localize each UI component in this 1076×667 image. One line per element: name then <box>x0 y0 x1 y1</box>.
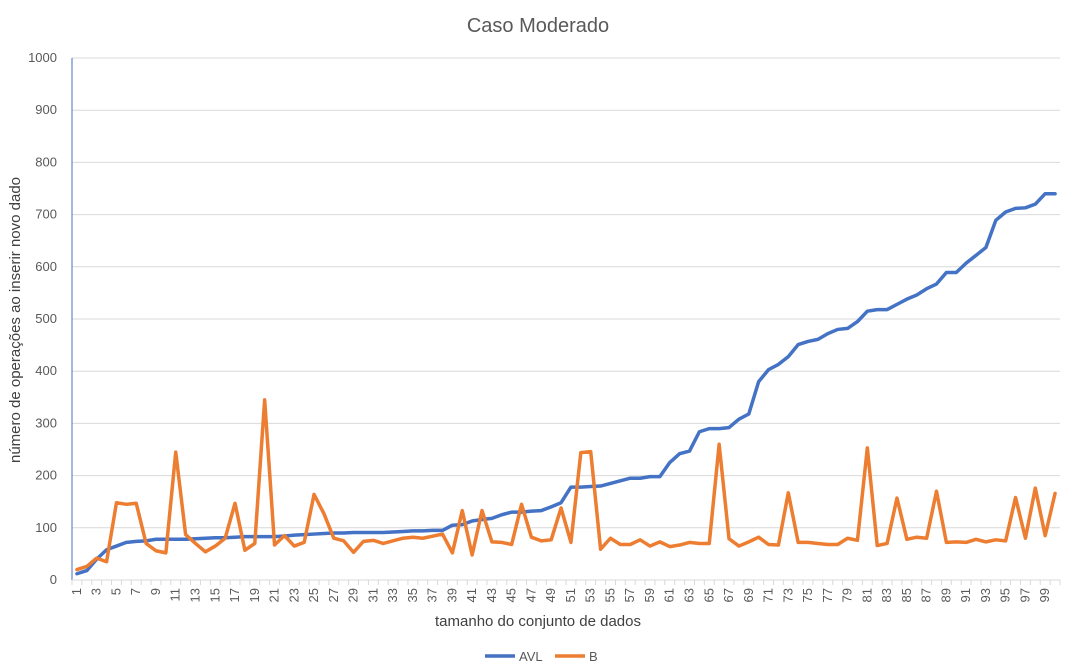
y-tick-label: 400 <box>35 363 57 378</box>
x-tick-label: 41 <box>464 588 479 602</box>
x-tick-label: 5 <box>108 588 123 595</box>
x-tick-label: 39 <box>444 588 459 602</box>
y-tick-label: 900 <box>35 102 57 117</box>
x-tick-label: 9 <box>148 588 163 595</box>
gridlines <box>72 57 1060 529</box>
x-tick-label: 45 <box>504 588 519 602</box>
x-tick-label: 43 <box>484 588 499 602</box>
y-tick-label: 100 <box>35 520 57 535</box>
x-tick-label: 65 <box>701 588 716 602</box>
x-tick-label: 81 <box>859 588 874 602</box>
y-axis-ticks: 0 100 200 300 400 500 600 700 800 900 1000 <box>28 50 57 587</box>
x-tick-label: 29 <box>346 588 361 602</box>
x-tick-label: 87 <box>919 588 934 602</box>
series-line-avl <box>75 191 1057 576</box>
x-tick-label: 23 <box>286 588 301 602</box>
legend: AVL B <box>485 649 598 664</box>
x-tick-label: 49 <box>543 588 558 602</box>
x-tick-label: 93 <box>978 588 993 602</box>
x-tick-label: 67 <box>721 588 736 602</box>
x-tick-label: 47 <box>523 588 538 602</box>
y-tick-label: 600 <box>35 259 57 274</box>
x-tick-label: 15 <box>207 588 222 602</box>
x-tick-label: 59 <box>642 588 657 602</box>
x-tick-label: 73 <box>780 588 795 602</box>
x-tick-label: 97 <box>1017 588 1032 602</box>
y-tick-label: 800 <box>35 154 57 169</box>
y-tick-label: 0 <box>50 572 57 587</box>
x-tick-label: 99 <box>1037 588 1052 602</box>
x-tick-label: 7 <box>128 588 143 595</box>
x-tick-label: 17 <box>227 588 242 602</box>
x-tick-label: 1 <box>69 588 84 595</box>
x-tick-label: 63 <box>682 588 697 602</box>
x-tick-label: 61 <box>662 588 677 602</box>
legend-label-avl: AVL <box>519 649 543 664</box>
series-lines <box>75 191 1057 576</box>
x-axis-label: tamanho do conjunto de dados <box>435 613 641 630</box>
x-tick-label: 31 <box>365 588 380 602</box>
y-tick-label: 1000 <box>28 50 57 65</box>
x-tick-label: 3 <box>89 588 104 595</box>
x-tick-label: 85 <box>899 588 914 602</box>
x-tick-label: 75 <box>800 588 815 602</box>
x-tick-label: 71 <box>761 588 776 602</box>
x-tick-label: 11 <box>168 588 183 602</box>
x-tick-label: 19 <box>247 588 262 602</box>
x-tick-label: 33 <box>385 588 400 602</box>
x-tick-label: 83 <box>879 588 894 602</box>
legend-label-b: B <box>589 649 598 664</box>
x-tick-label: 79 <box>840 588 855 602</box>
x-tick-label: 37 <box>425 588 440 602</box>
y-tick-label: 700 <box>35 207 57 222</box>
x-tick-label: 35 <box>405 588 420 602</box>
x-tick-label: 21 <box>267 588 282 602</box>
x-tick-label: 55 <box>602 588 617 602</box>
x-tick-label: 91 <box>958 588 973 602</box>
x-tick-label: 95 <box>998 588 1013 602</box>
x-tick-label: 69 <box>741 588 756 602</box>
x-tick-label: 53 <box>583 588 598 602</box>
x-tick-label: 27 <box>326 588 341 602</box>
chart-title: Caso Moderado <box>467 15 609 37</box>
x-tick-label: 57 <box>622 588 637 602</box>
series-line-b <box>75 398 1057 572</box>
y-tick-label: 300 <box>35 415 57 430</box>
y-axis-label: número de operações ao inserir novo dado <box>7 177 24 463</box>
x-tick-label: 77 <box>820 588 835 602</box>
x-tick-label: 89 <box>938 588 953 602</box>
x-tick-label: 25 <box>306 588 321 602</box>
x-axis-ticks: 1 3 5 7 9 11 13 15 17 19 21 23 25 27 29 31 33 35 37 39 41 43 4… <box>69 580 1061 602</box>
x-tick-label: 13 <box>188 588 203 602</box>
y-tick-label: 500 <box>35 311 57 326</box>
x-tick-label: 51 <box>563 588 578 602</box>
y-tick-label: 200 <box>35 468 57 483</box>
